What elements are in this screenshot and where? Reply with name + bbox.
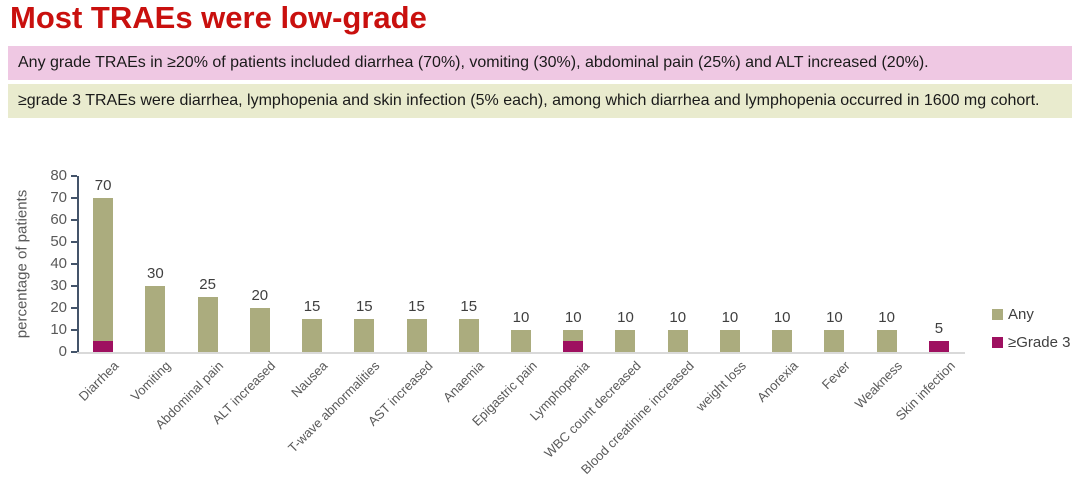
note-grade3: ≥grade 3 TRAEs were diarrhea, lymphopeni…	[8, 84, 1072, 118]
bar-any	[249, 308, 270, 352]
bar-grade3	[928, 341, 949, 352]
bar-any	[406, 319, 427, 352]
bar-value-label: 10	[564, 309, 582, 326]
bar-value-label: 10	[826, 309, 843, 326]
y-tick-mark	[71, 307, 77, 309]
bar-value-label: 5	[934, 320, 944, 337]
x-tick-label: Diarrhea	[75, 358, 122, 404]
trae-bar-chart: percentage of patients 0 10 20 30 40 50 60 70 80…	[0, 160, 1080, 493]
y-tick-mark	[71, 241, 77, 243]
bar-any	[772, 330, 793, 352]
y-tick-label: 0	[58, 343, 67, 360]
bar-value-label: 15	[303, 298, 321, 315]
x-tick-label: Fever	[818, 358, 854, 393]
y-tick-label: 60	[50, 211, 67, 228]
bar-value-label: 20	[251, 287, 269, 304]
x-tick-label: T-wave abnormalities	[285, 358, 383, 456]
y-tick-mark	[71, 175, 77, 177]
bar-value-label: 10	[669, 309, 687, 326]
legend-item-grade3: ≥Grade 3	[992, 333, 1071, 351]
bar-value-label: 10	[721, 309, 739, 326]
y-tick-label: 80	[50, 167, 67, 184]
note-any-grade: Any grade TRAEs in ≥20% of patients incl…	[8, 46, 1072, 80]
y-axis-line	[77, 176, 79, 353]
x-tick-label: weight loss	[692, 358, 749, 415]
bar-any	[719, 330, 740, 352]
bar-value-label: 10	[773, 309, 791, 326]
legend-label-grade3: ≥Grade 3	[1008, 333, 1071, 351]
y-tick-label: 20	[50, 299, 67, 316]
y-tick-mark	[71, 285, 77, 287]
bar-any	[354, 319, 375, 352]
bar-any	[302, 319, 323, 352]
y-tick-label: 50	[50, 233, 67, 250]
y-tick-mark	[71, 263, 77, 265]
bar-any	[197, 297, 218, 352]
y-tick-label: 30	[50, 277, 67, 294]
chart-legend: Any ≥Grade 3	[992, 306, 1070, 362]
x-tick-label: Blood creatinine increased	[577, 358, 697, 477]
x-axis-line	[77, 352, 965, 354]
y-tick-mark	[71, 329, 77, 331]
x-tick-label: Nausea	[288, 358, 331, 401]
bar-value-label: 10	[512, 309, 530, 326]
bar-any	[667, 330, 688, 352]
bar-any	[615, 330, 636, 352]
legend-swatch-grade3	[992, 336, 1003, 348]
bar-value-label: 15	[408, 298, 425, 315]
bar-any	[511, 330, 531, 352]
bar-any	[458, 319, 479, 352]
bar-value-label: 25	[199, 276, 216, 293]
page-title: Most TRAEs were low-grade	[10, 0, 427, 35]
y-axis-title: percentage of patients	[13, 189, 31, 339]
legend-swatch-any	[992, 308, 1003, 320]
bar-grade3	[563, 341, 584, 352]
y-tick-label: 70	[50, 189, 67, 206]
x-tick-label: Weakness	[851, 358, 906, 412]
legend-label-any: Any	[1008, 305, 1034, 323]
x-tick-label: Anorexia	[753, 358, 801, 405]
x-tick-label: WBC count decreased	[541, 358, 645, 461]
bar-value-label: 70	[94, 177, 112, 194]
bar-any	[876, 330, 897, 352]
y-tick-label: 40	[50, 255, 67, 272]
y-tick-mark	[71, 351, 77, 353]
y-tick-mark	[71, 197, 77, 199]
bar-value-label: 15	[460, 298, 478, 315]
bar-value-label: 10	[878, 309, 895, 326]
bar-value-label: 15	[355, 298, 373, 315]
x-tick-label: Vomiting	[128, 358, 174, 404]
bar-any	[145, 286, 166, 352]
y-tick-label: 10	[50, 321, 67, 338]
x-tick-label: Anaemia	[440, 358, 488, 405]
bar-value-label: 10	[617, 309, 634, 326]
y-tick-mark	[71, 219, 77, 221]
legend-item-any: Any	[992, 305, 1070, 323]
bar-any	[824, 330, 845, 352]
bar-any	[93, 198, 114, 352]
bar-grade3	[93, 341, 114, 352]
bar-value-label: 30	[147, 265, 164, 282]
